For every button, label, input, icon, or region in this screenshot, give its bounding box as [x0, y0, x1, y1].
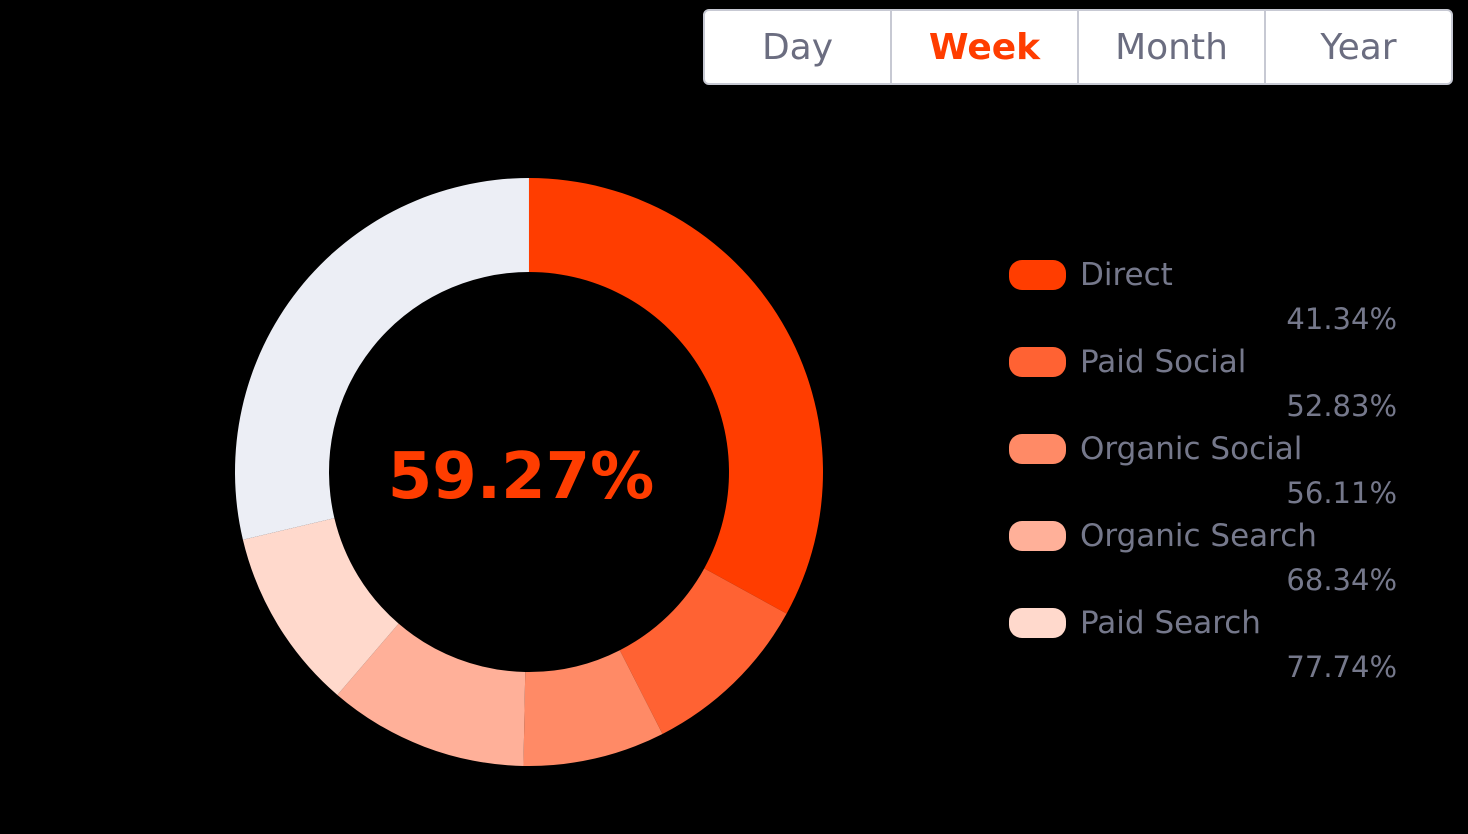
- slice-direct[interactable]: [529, 178, 823, 614]
- slice-paid-social[interactable]: [619, 568, 787, 734]
- slice-remainder[interactable]: [234, 178, 529, 540]
- tab-year[interactable]: Year: [1264, 11, 1451, 83]
- legend-swatch-paid-social: [1009, 347, 1066, 377]
- period-tabs: Day Week Month Year: [703, 9, 1453, 85]
- legend-swatch-organic-search: [1009, 521, 1066, 551]
- donut-slices: [234, 178, 823, 766]
- legend-value: 56.11%: [1286, 476, 1397, 510]
- legend-label: Paid Search: [1080, 605, 1261, 641]
- legend-item-organic-social[interactable]: Organic Social 56.11%: [1009, 430, 1409, 517]
- slice-organic-social[interactable]: [523, 650, 663, 766]
- legend-label: Direct: [1080, 257, 1173, 293]
- legend-value: 77.74%: [1286, 650, 1397, 684]
- legend: Direct 41.34% Paid Social 52.83% Organic…: [1009, 256, 1409, 691]
- tab-month[interactable]: Month: [1077, 11, 1264, 83]
- legend-swatch-direct: [1009, 260, 1066, 290]
- legend-label: Organic Search: [1080, 518, 1317, 554]
- legend-value: 52.83%: [1286, 389, 1397, 423]
- slice-organic-search[interactable]: [337, 623, 526, 766]
- legend-value: 68.34%: [1286, 563, 1397, 597]
- tab-day[interactable]: Day: [761, 26, 834, 68]
- slice-paid-search[interactable]: [242, 518, 399, 695]
- legend-swatch-paid-search: [1009, 608, 1066, 638]
- legend-label: Paid Social: [1080, 344, 1247, 380]
- legend-label: Organic Social: [1080, 431, 1303, 467]
- legend-value: 41.34%: [1286, 302, 1397, 336]
- legend-swatch-organic-social: [1009, 434, 1066, 464]
- legend-item-paid-search[interactable]: Paid Search 77.74%: [1009, 604, 1409, 691]
- legend-item-organic-search[interactable]: Organic Search 68.34%: [1009, 517, 1409, 604]
- legend-item-direct[interactable]: Direct 41.34%: [1009, 256, 1409, 343]
- legend-item-paid-social[interactable]: Paid Social 52.83%: [1009, 343, 1409, 430]
- center-value: 59.27%: [388, 440, 655, 514]
- tab-week[interactable]: Week: [890, 11, 1077, 83]
- donut-chart: 59.27%: [234, 178, 823, 766]
